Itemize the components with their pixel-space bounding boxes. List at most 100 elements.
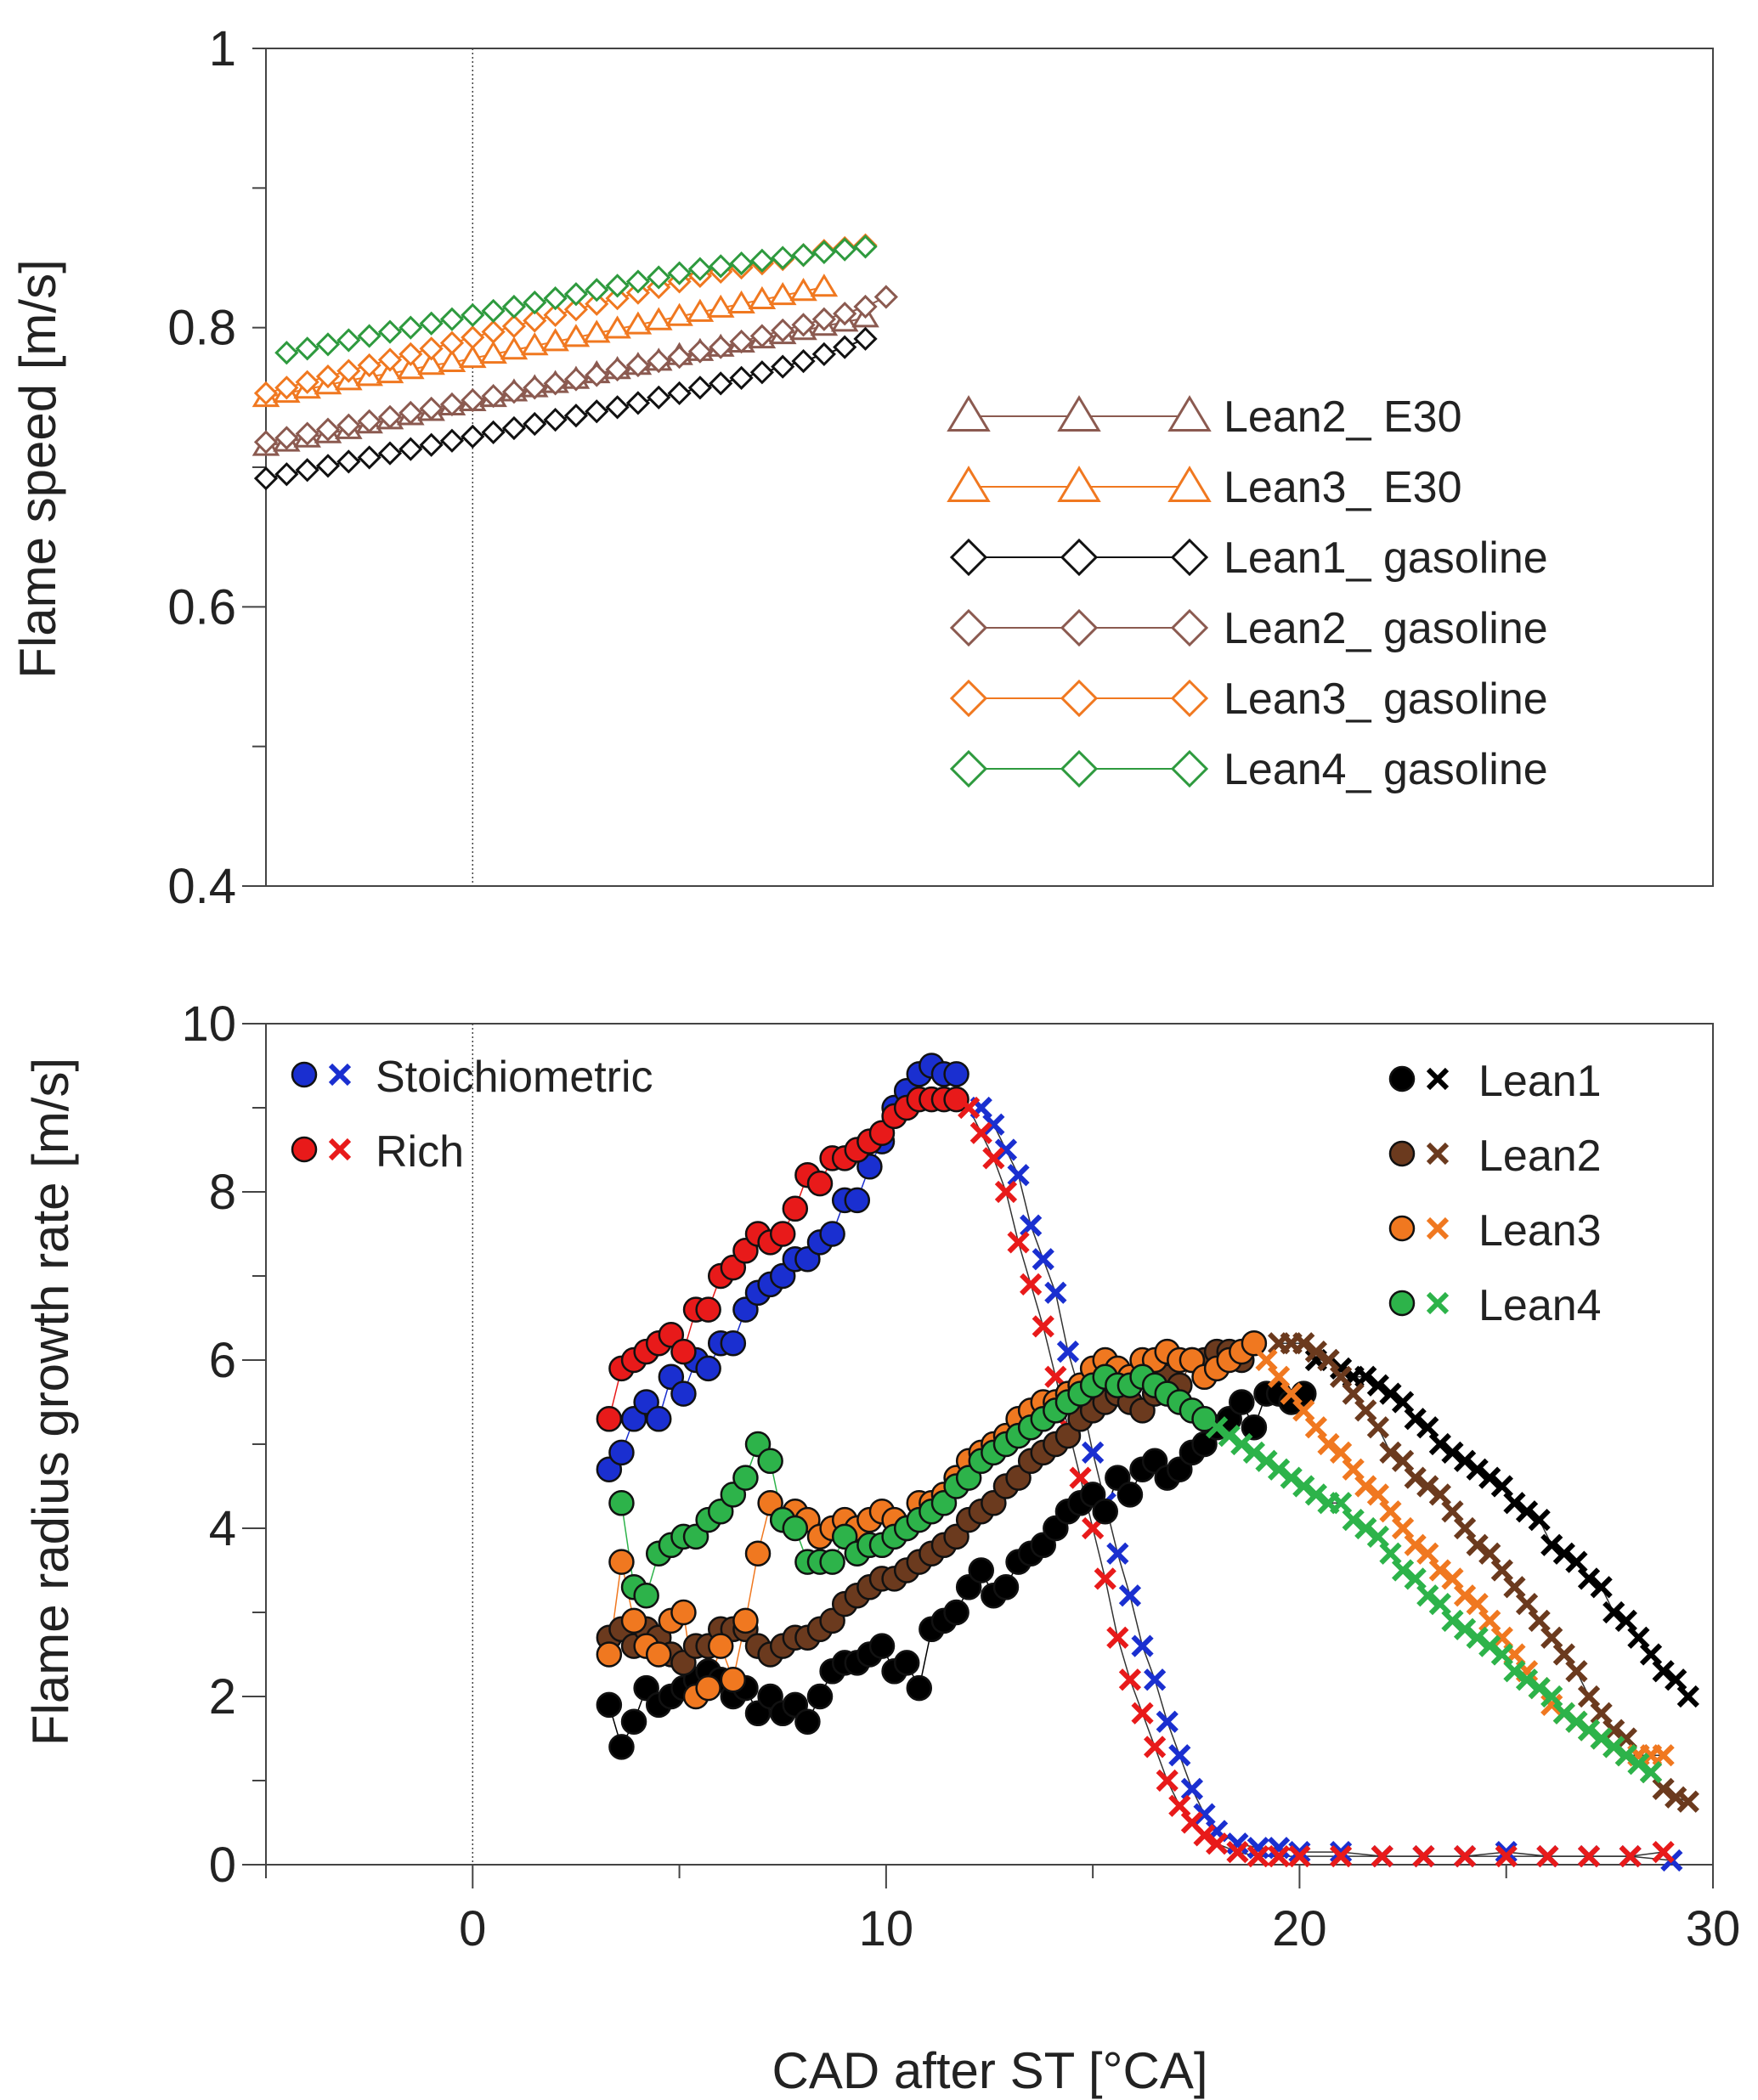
top-series-point — [439, 330, 465, 355]
bottom-y-tick-label: 0 — [209, 1838, 236, 1893]
bottom-series-point — [1267, 1458, 1291, 1481]
bottom-series-point — [1226, 1841, 1249, 1864]
bottom-series-point — [1241, 1329, 1268, 1357]
bottom-series-point — [645, 1641, 672, 1668]
bottom-series-point — [1354, 1365, 1377, 1388]
bottom-series-point — [720, 1329, 747, 1357]
top-series-point — [791, 348, 816, 374]
top-legend-marker — [1060, 538, 1099, 577]
bottom-series-point — [1540, 1693, 1563, 1717]
bottom-y-axis-label: Flame radius growth rate [m/s] — [22, 1058, 79, 1746]
bottom-series-point — [1379, 1500, 1402, 1523]
bottom-series-point — [1540, 1533, 1563, 1556]
top-series-point — [543, 286, 568, 311]
bottom-series-point — [1118, 1668, 1142, 1691]
bottom-legend-dot — [291, 1061, 318, 1088]
top-legend-marker — [1057, 395, 1101, 432]
top-y-tick-label: 0.8 — [167, 301, 236, 356]
bottom-series-point — [1478, 1542, 1501, 1565]
bottom-series-point — [968, 1557, 995, 1583]
bottom-series-point — [1603, 1719, 1625, 1742]
bottom-legend-dot — [1388, 1215, 1416, 1242]
bottom-series-point — [1354, 1475, 1377, 1498]
bottom-y-tick-label: 10 — [181, 996, 236, 1052]
top-series-point — [295, 458, 319, 483]
bottom-series-point — [1665, 1786, 1687, 1809]
bottom-series-point — [943, 1086, 969, 1113]
bottom-series-point — [782, 1195, 809, 1222]
bottom-series-point — [992, 1574, 1020, 1600]
bottom-legend-cross — [1426, 1142, 1450, 1166]
top-series-point — [727, 290, 755, 313]
top-series-point — [729, 365, 754, 390]
top-series-point — [811, 240, 836, 265]
top-legend-marker — [1167, 395, 1212, 432]
bottom-series-point — [1528, 1508, 1551, 1532]
top-series-point — [501, 294, 527, 319]
top-series-point — [543, 408, 568, 432]
top-series-point — [585, 363, 609, 387]
bottom-series-point — [1495, 1844, 1518, 1868]
bottom-series-point — [1304, 1416, 1328, 1439]
bottom-series-point — [1416, 1584, 1439, 1607]
bottom-series-point — [893, 1650, 920, 1676]
bottom-series-point — [1453, 1449, 1477, 1472]
top-series-point — [295, 421, 319, 446]
bottom-series-point — [1536, 1844, 1559, 1868]
top-series-point — [357, 409, 382, 433]
bottom-series-point — [1193, 1803, 1216, 1826]
top-series-point — [749, 360, 775, 385]
top-series-point — [523, 290, 547, 315]
top-series-point — [315, 332, 341, 357]
bottom-legend-cross — [1426, 1291, 1450, 1315]
top-series-point — [336, 328, 361, 353]
bottom-series-point — [1665, 1668, 1687, 1691]
bottom-series-point — [1292, 1332, 1315, 1355]
bottom-series-point — [1540, 1685, 1563, 1708]
bottom-series-point — [1614, 1727, 1637, 1750]
top-legend-label: Lean1_ gasoline — [1224, 533, 1548, 583]
top-series-point — [625, 353, 651, 378]
top-series-point — [419, 336, 444, 361]
top-series-point — [687, 375, 713, 400]
bottom-series-point — [819, 1221, 845, 1247]
top-legend-marker — [949, 608, 988, 647]
top-legend-marker — [949, 749, 988, 788]
top-series-point — [811, 342, 836, 367]
bottom-series-point — [1366, 1483, 1390, 1506]
top-series-point — [585, 399, 609, 424]
top-series-point — [461, 424, 485, 449]
top-series-point — [439, 428, 465, 453]
top-y-axis-label: Flame speed [m/s] — [9, 259, 66, 679]
top-series-point — [458, 344, 487, 369]
bottom-series-point — [1317, 1432, 1340, 1456]
bottom-legend-dot — [1388, 1065, 1416, 1092]
bottom-series-point — [1218, 1424, 1241, 1448]
bottom-series-point — [1552, 1702, 1575, 1725]
bottom-series-point — [1366, 1374, 1390, 1397]
top-legend-marker — [1170, 608, 1209, 647]
top-series-point — [461, 325, 485, 350]
top-series-point — [585, 278, 609, 302]
bottom-series-point — [1503, 1492, 1526, 1515]
bottom-series-point — [1577, 1685, 1601, 1708]
bottom-series-line — [968, 1107, 1664, 1857]
top-series-point — [523, 411, 547, 437]
top-series-point — [253, 430, 279, 454]
bottom-series-point — [1292, 1399, 1315, 1422]
bottom-series-point — [757, 1448, 783, 1475]
bottom-series-point — [1652, 1841, 1675, 1864]
top-series-point — [274, 341, 299, 365]
bottom-x-tick-label: 10 — [859, 1901, 914, 1956]
bottom-series-point — [1226, 1832, 1249, 1855]
top-series-point — [501, 380, 527, 404]
bottom-series-point — [1082, 1441, 1105, 1465]
top-series-point — [419, 396, 444, 421]
bottom-legend-cross — [328, 1063, 352, 1087]
bottom-series-point — [1168, 1744, 1191, 1767]
bottom-series-point — [1416, 1542, 1439, 1565]
top-series-point — [357, 445, 382, 470]
top-series-point — [274, 462, 299, 487]
bottom-series-point — [1639, 1760, 1663, 1784]
